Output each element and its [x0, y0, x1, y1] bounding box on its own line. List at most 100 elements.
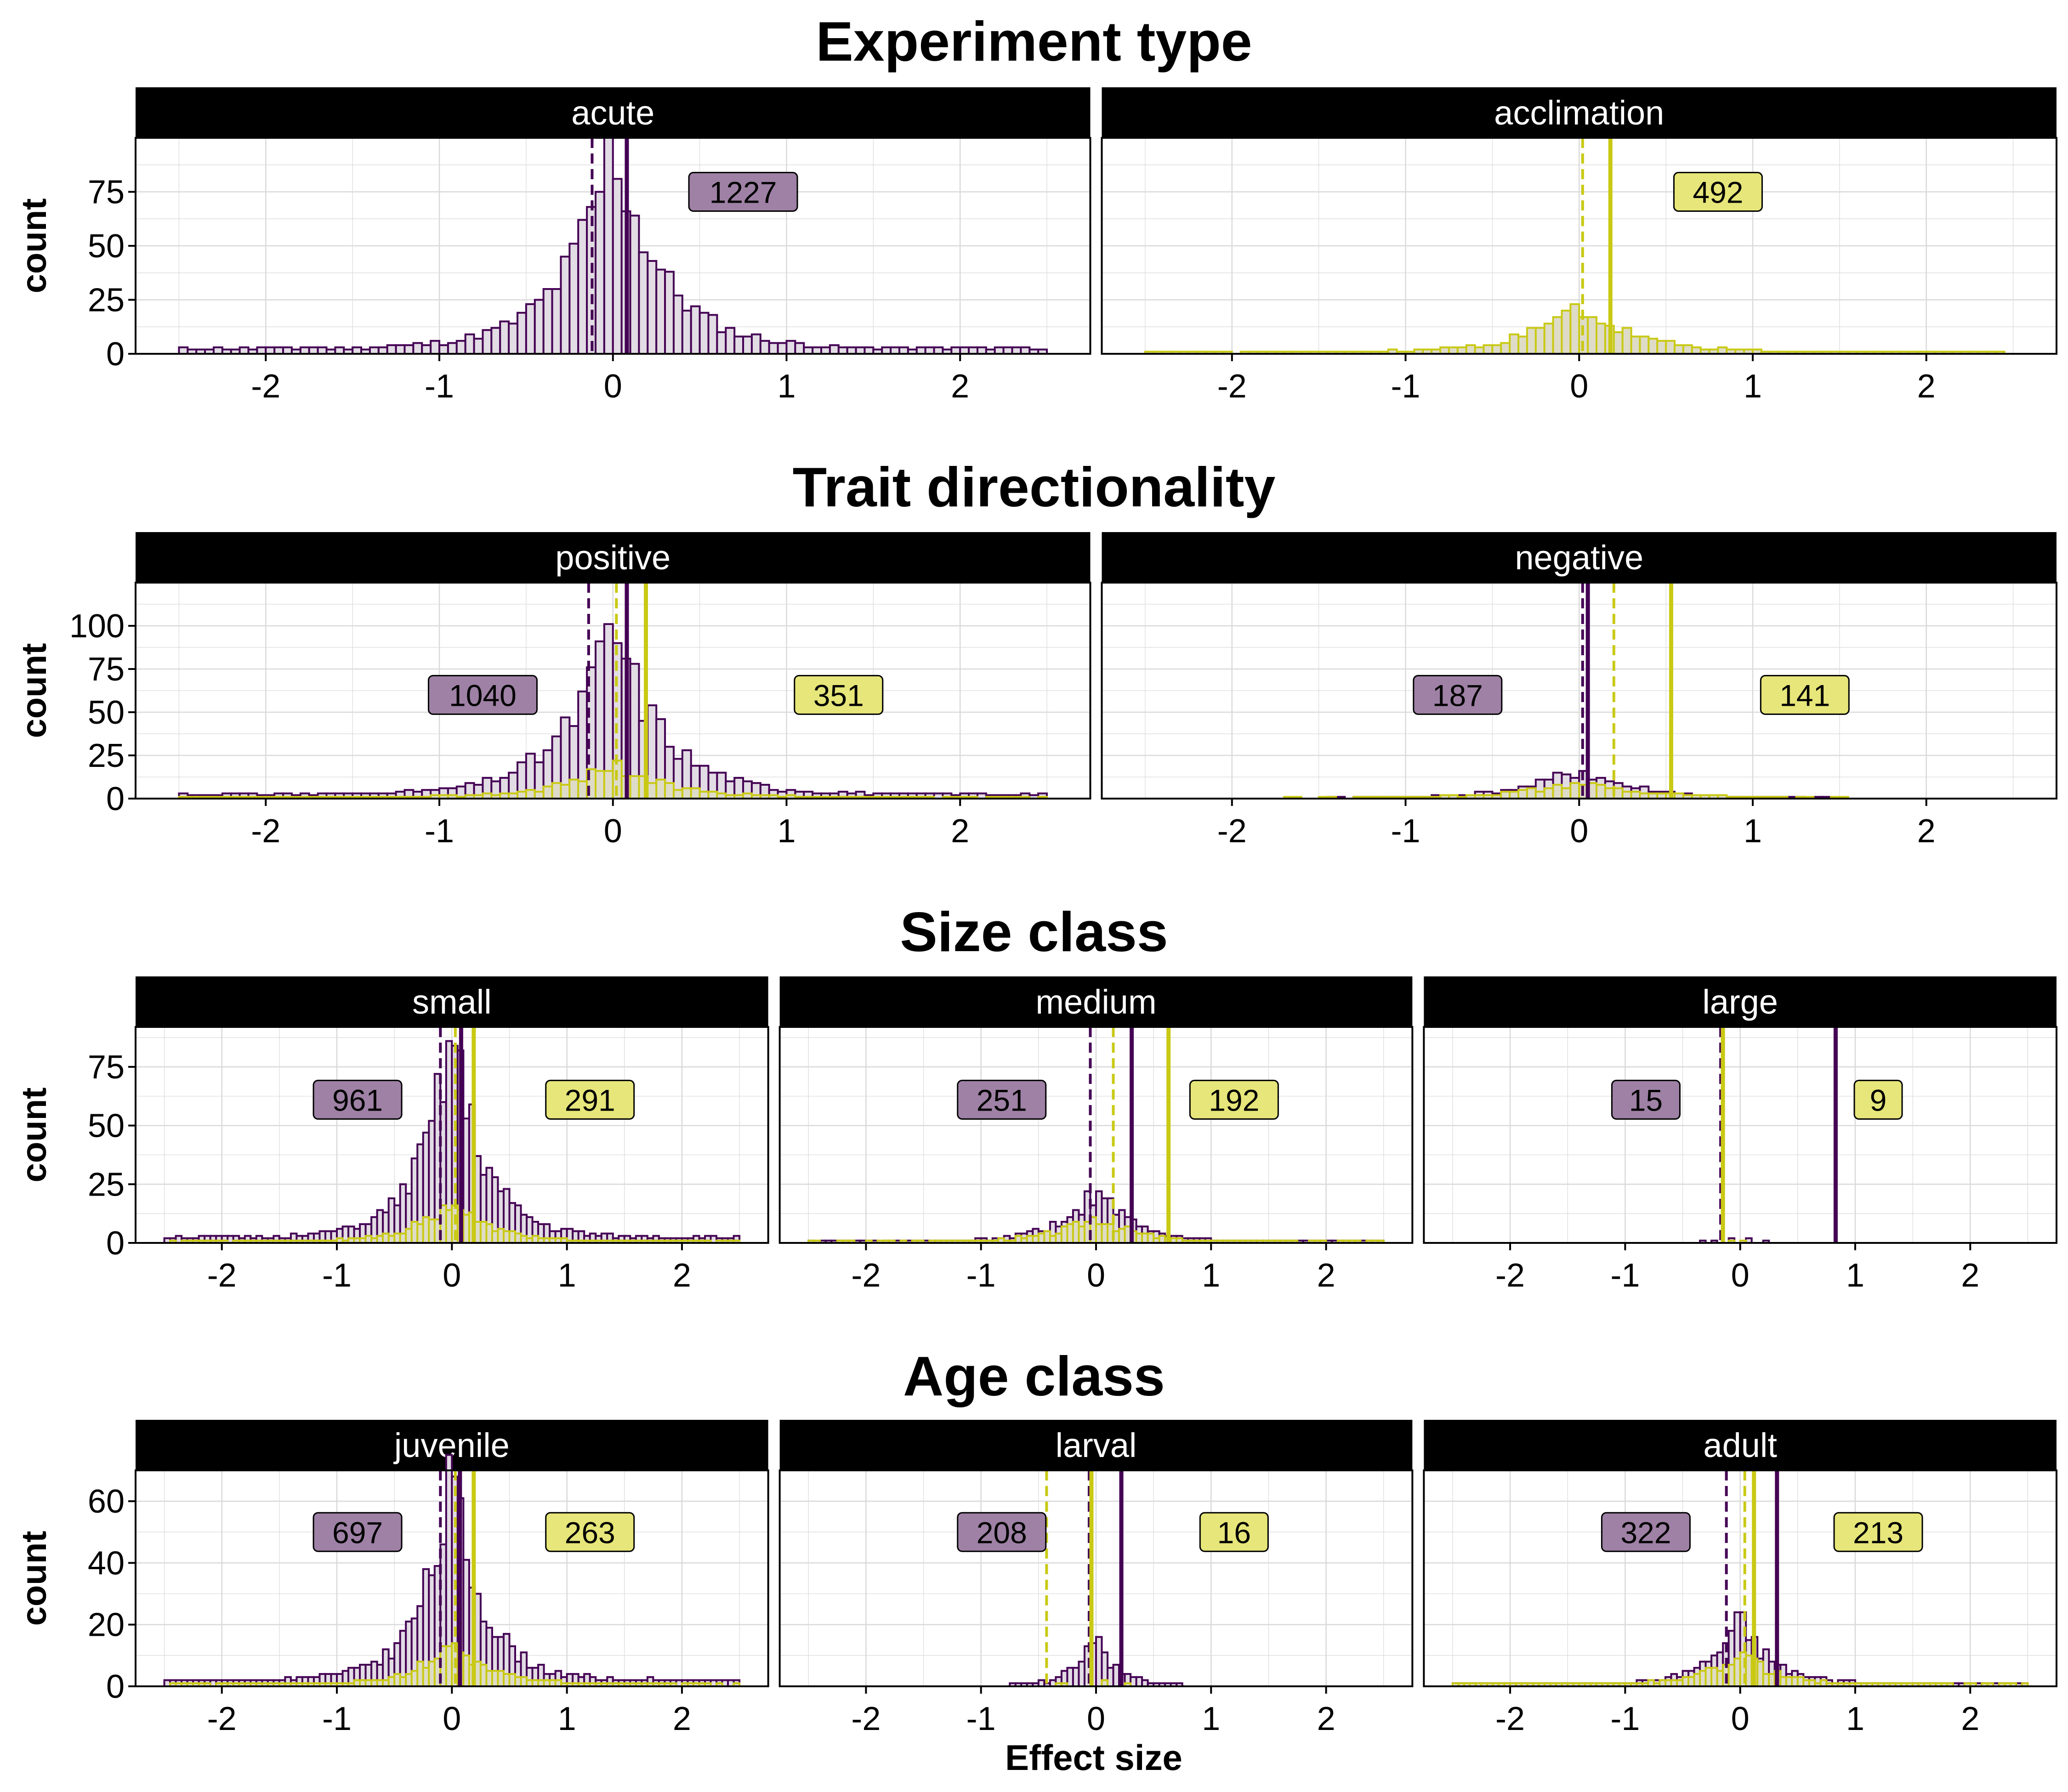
count-label-box [427, 675, 538, 715]
x-tick-label: 1 [777, 813, 795, 850]
histogram-bar-yellow [1648, 338, 1659, 355]
histogram-bar-yellow [1691, 346, 1702, 355]
histogram-bar-purple [829, 344, 840, 355]
y-tick-label: 25 [88, 1166, 125, 1203]
histogram-bar-yellow [1665, 340, 1676, 355]
count-label: 291 [565, 1083, 615, 1117]
histogram-bar-purple [647, 260, 658, 355]
histogram-bar-purple [395, 344, 406, 355]
y-axis-label: count [15, 1088, 54, 1183]
histogram-bar-yellow [1526, 787, 1537, 800]
histogram-bar-yellow [1621, 327, 1632, 355]
histogram-bar-purple [1020, 346, 1031, 355]
section-title-age-class: Age class [903, 1345, 1165, 1407]
histogram-bar-purple [672, 295, 683, 355]
y-axis-label: count [15, 643, 54, 738]
facet-strip-label: positive [555, 539, 670, 577]
y-tick-label: 100 [69, 608, 125, 645]
x-tick-label: 2 [673, 1701, 691, 1737]
count-label-box [957, 1079, 1047, 1120]
histogram-bar-purple [256, 346, 267, 355]
histogram-bar-purple [273, 346, 284, 355]
histogram-bar-yellow [1543, 323, 1554, 355]
histogram-bar-yellow [707, 790, 718, 800]
histogram-bar-purple [750, 333, 761, 355]
histogram-bar-purple [334, 346, 345, 355]
histogram-bar-purple [976, 346, 987, 355]
histogram-bar-purple [812, 346, 823, 355]
count-label: 263 [565, 1515, 615, 1549]
histogram-bar-purple [239, 346, 250, 355]
facet-strip [779, 976, 1413, 1027]
y-tick-label: 0 [106, 336, 125, 373]
count-label-box [545, 1079, 635, 1120]
count-label-box [957, 1512, 1047, 1552]
histogram-bar-yellow [690, 787, 701, 800]
x-tick-label: -1 [966, 1257, 996, 1294]
histogram-bar-yellow [647, 782, 658, 800]
count-label-box [312, 1512, 403, 1552]
histogram-bar-yellow [1543, 787, 1554, 800]
histogram-bar-yellow [1682, 344, 1693, 355]
histogram-bar-yellow [1500, 342, 1511, 355]
x-tick-label: 0 [1570, 368, 1588, 405]
x-tick-label: -2 [251, 368, 280, 405]
x-tick-label: 2 [673, 1257, 691, 1294]
histogram-bar-purple [464, 333, 475, 355]
histogram-bar-purple [699, 312, 710, 355]
x-tick-label: -1 [1610, 1257, 1640, 1294]
y-tick-label: 75 [88, 651, 125, 688]
histogram-bar-purple [664, 271, 675, 355]
histogram-bar-purple [707, 314, 718, 355]
x-tick-label: 0 [604, 813, 622, 850]
x-tick-label: -2 [851, 1701, 881, 1737]
histogram-bar-yellow [1509, 333, 1520, 355]
x-tick-label: 0 [1731, 1701, 1750, 1737]
histogram-bar-yellow [1517, 789, 1528, 800]
histogram-bar-yellow [1465, 344, 1476, 355]
histogram-bar-purple [681, 310, 692, 355]
facet-strip [779, 1420, 1413, 1470]
count-label-box [1853, 1079, 1903, 1120]
y-axis-label: count [15, 1531, 54, 1626]
x-tick-label: -2 [1495, 1701, 1525, 1737]
histogram-bar-yellow [681, 787, 692, 800]
y-tick-label: 50 [88, 1108, 125, 1145]
histogram-bar-purple [777, 342, 788, 355]
x-tick-label: -2 [1217, 813, 1247, 850]
histogram-bar-purple [725, 327, 736, 355]
count-label: 697 [332, 1515, 383, 1549]
x-tick-label: 0 [1087, 1257, 1105, 1294]
histogram-bar-yellow [551, 782, 562, 800]
histogram-bar-purple [898, 346, 909, 355]
histogram-bar-purple [1002, 346, 1013, 355]
y-tick-label: 75 [88, 174, 125, 211]
histogram-bar-purple [482, 329, 493, 355]
histogram-bar-yellow [594, 770, 605, 800]
histogram-bar-yellow [517, 790, 527, 800]
facet-medium: medium 251 192 -2 -1 0 1 2 [778, 976, 1414, 1294]
histogram-bar-purple [820, 346, 831, 355]
count-label: 1040 [449, 678, 517, 712]
facet-strip [1424, 976, 2057, 1027]
histogram-bar-yellow [1596, 323, 1606, 355]
histogram-bar-yellow [1101, 1679, 1109, 1688]
histogram-bar-purple [846, 346, 857, 355]
x-tick-label: -1 [322, 1701, 352, 1737]
histogram-bar-purple [794, 342, 805, 355]
facet-strip [136, 87, 1091, 138]
histogram-bar-yellow [1569, 303, 1580, 355]
facet-strip [1102, 532, 2057, 583]
y-tick-label: 0 [106, 781, 125, 817]
x-tick-label: -2 [1217, 368, 1247, 405]
facet-strip-label: adult [1703, 1426, 1777, 1464]
histogram-bar-purple [317, 346, 328, 355]
histogram-bar-purple [594, 191, 605, 355]
histogram-bar-purple [282, 346, 293, 355]
facet-strip [1102, 87, 2057, 138]
count-label: 961 [332, 1083, 383, 1117]
facet-large: large 15 9 -2 -1 0 1 2 [1423, 976, 2057, 1294]
histogram-bar-purple [308, 346, 319, 355]
count-label-box [1189, 1079, 1279, 1120]
x-tick-label: 2 [1317, 1701, 1335, 1737]
